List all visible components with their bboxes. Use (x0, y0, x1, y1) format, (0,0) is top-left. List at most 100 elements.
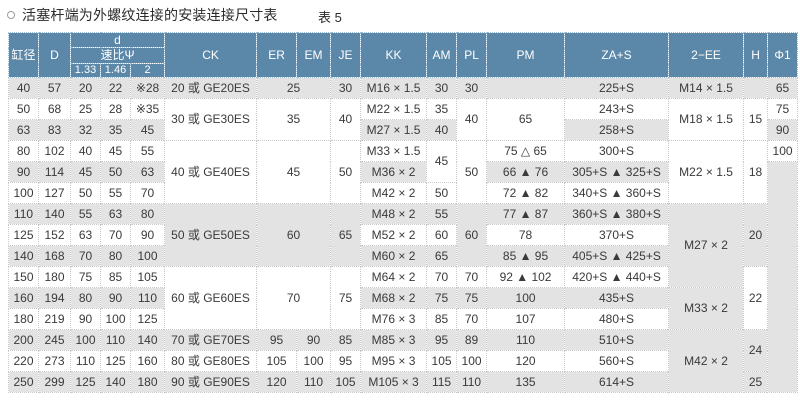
cell-ER-EM: 35 (256, 98, 332, 141)
cell-PM: 66 ▲ 76 (486, 161, 566, 183)
th-KK: KK (360, 32, 428, 78)
table-head: 缸径 D d CK ER EM JE KK AM PL PM ZA+S 2−EE… (8, 32, 799, 78)
cell-KK: M68 × 2 (360, 287, 428, 309)
cell-EM: 110 (296, 371, 332, 393)
cell-D: 180 (38, 266, 71, 288)
cell-d-2: 160 (129, 350, 166, 372)
cell-AM: 95 (426, 329, 458, 351)
cell-KK: M42 × 2 (360, 182, 428, 204)
cell-ER: 95 (256, 329, 298, 351)
cell-D: 102 (38, 140, 71, 162)
table-row: 80 102 40 45 55 40 或 GE40ES 45 50 M33 × 1.5 45 50 7… (8, 140, 799, 204)
cell-2EE: M22 × 1.5 (668, 140, 745, 204)
cell-bore: 63 (8, 119, 39, 141)
cell-ER-EM: 45 (256, 140, 332, 204)
cell-EM: 90 (296, 329, 332, 351)
th-PM: PM (486, 32, 566, 78)
cell-ZAS: 614+S (564, 371, 670, 393)
cell-H: 22 (743, 266, 769, 330)
cell-bore: 100 (8, 182, 39, 204)
cell-PM: 78 (486, 224, 566, 246)
th-EM: EM (296, 32, 332, 78)
cell-JE: 65 (330, 203, 362, 267)
cell-PL: 100 (456, 350, 488, 372)
cell-d-2: 140 (129, 329, 166, 351)
cell-AM: 85 (426, 308, 458, 330)
cell-PM: 77 ▲ 87 (486, 203, 566, 225)
cell-PM: 110 (486, 329, 566, 351)
cell-AM: 65 (426, 245, 458, 267)
cell-JE: 105 (330, 371, 362, 393)
cell-KK: M95 × 3 (360, 350, 428, 372)
th-speed-ratio: 速比Ψ (69, 47, 166, 64)
cell-phi1: 75 (767, 98, 799, 120)
cell-ER-EM: 60 (256, 203, 332, 267)
table-number-label: 表 5 (318, 10, 342, 25)
cell-KK: M85 × 3 (360, 329, 428, 351)
dimensions-table: 缸径 D d CK ER EM JE KK AM PL PM ZA+S 2−EE… (8, 32, 799, 393)
table-row: 50 68 25 28 ※35 30 或 GE30ES 35 40 M22 × 1.5 35 40 6… (8, 98, 799, 141)
table-row: 90 114 45 50 63 M36 × 2 66 ▲ 76 305+S ▲ 325+S (8, 161, 799, 393)
cell-ER-EM: 70 (256, 266, 332, 330)
th-D: D (38, 32, 71, 78)
cell-2EE: M42 × 2 (668, 329, 745, 393)
cell-d-133: 70 (70, 245, 101, 267)
cell-d-133: 125 (70, 371, 101, 393)
cell-D: 127 (38, 182, 71, 204)
cell-phi1: 100 (767, 140, 799, 162)
header-row-top: 缸径 D d CK ER EM JE KK AM PL PM ZA+S 2−EE… (8, 32, 799, 78)
cell-d-2: 180 (129, 371, 166, 393)
cell-KK: M52 × 2 (360, 224, 428, 246)
table-row: 125 152 63 70 90 M52 × 2 60 78 370+S (8, 224, 798, 246)
cell-KK: M36 × 2 (360, 161, 428, 183)
cell-CK: 60 或 GE60ES (164, 266, 258, 330)
cell-bore: 80 (8, 140, 39, 162)
cell-d-146: 63 (100, 203, 131, 225)
th-phi1: Φ1 (767, 32, 799, 78)
cell-D: 194 (38, 287, 71, 309)
cell-H: 18 (743, 140, 769, 204)
cell-bore: 40 (8, 77, 39, 99)
th-PL: PL (456, 32, 488, 78)
cell-AM: 55 (426, 203, 458, 225)
cell-bore: 125 (8, 224, 39, 246)
cell-AM: 50 (426, 182, 458, 204)
th-ZAS: ZA+S (564, 32, 670, 78)
cell-ZAS: 300+S (564, 140, 670, 162)
cell-PL: 40 (456, 98, 488, 141)
th-CK: CK (164, 32, 258, 78)
cell-ZAS: 560+S (564, 350, 670, 372)
cell-AM: 70 (426, 266, 458, 288)
th-ratio-2: 2 (129, 63, 166, 78)
cell-D: 245 (38, 329, 71, 351)
cell-bore: 180 (8, 308, 39, 330)
cell-AM: 35 (426, 98, 458, 120)
cell-d-146: 100 (100, 308, 131, 330)
cell-d-133: 20 (70, 77, 101, 99)
cell-d-133: 45 (70, 161, 101, 183)
cell-D: 219 (38, 308, 71, 330)
table-row: 100 127 50 55 70 M42 × 2 50 72 ▲ 82 340+S ▲ 360+… (8, 182, 798, 204)
cell-JE: 85 (330, 329, 362, 351)
cell-2EE: M14 × 1.5 (668, 77, 745, 99)
th-ratio-146: 1.46 (100, 63, 131, 78)
cell-phi1: 65 (767, 77, 799, 99)
cell-d-133: 32 (70, 119, 101, 141)
cell-ER: 120 (256, 371, 298, 393)
header-row-mid: 速比Ψ (9, 47, 798, 64)
cell-JE: 75 (330, 266, 362, 330)
cell-D: 68 (38, 98, 71, 120)
cell-KK: M76 × 3 (360, 308, 428, 330)
cell-ZAS: 370+S (564, 224, 670, 246)
cell-JE: 95 (330, 350, 362, 372)
cell-d-133: 25 (70, 98, 101, 120)
th-d-group: d (69, 32, 166, 48)
cell-ZAS: 305+S ▲ 325+S (564, 161, 670, 183)
cell-PM: 92 ▲ 102 (486, 266, 566, 288)
cell-ZAS: 435+S (564, 287, 670, 309)
cell-JE: 30 (330, 77, 362, 99)
cell-bore: 110 (8, 203, 39, 225)
cell-phi1-blank (767, 161, 799, 393)
